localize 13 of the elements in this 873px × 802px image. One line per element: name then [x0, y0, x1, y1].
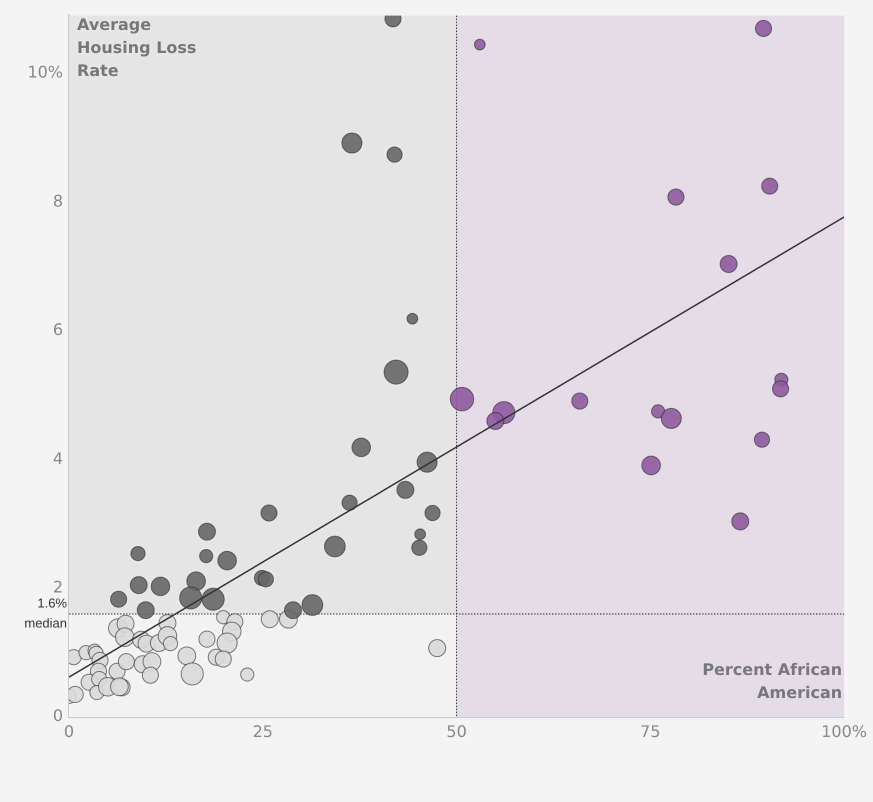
x-tick-label: 75 [640, 722, 661, 741]
y-tick-label: 8 [52, 191, 63, 210]
x-tick-label: 50 [446, 722, 467, 741]
x-tick-label: 25 [252, 722, 273, 741]
x-tick-label: 100% [821, 722, 868, 741]
y-tick-label: 4 [52, 448, 63, 468]
y-tick-label: 10% [27, 62, 63, 82]
y-tick-label: 0 [52, 706, 63, 726]
ref-line-label: 1.6% median [24, 596, 68, 631]
y-tick-label: 2 [52, 577, 63, 596]
x-axis-title: Percent African American [702, 660, 842, 702]
y-axis-title: Average Housing Loss Rate [77, 14, 196, 80]
y-tick-label: 6 [52, 320, 63, 340]
